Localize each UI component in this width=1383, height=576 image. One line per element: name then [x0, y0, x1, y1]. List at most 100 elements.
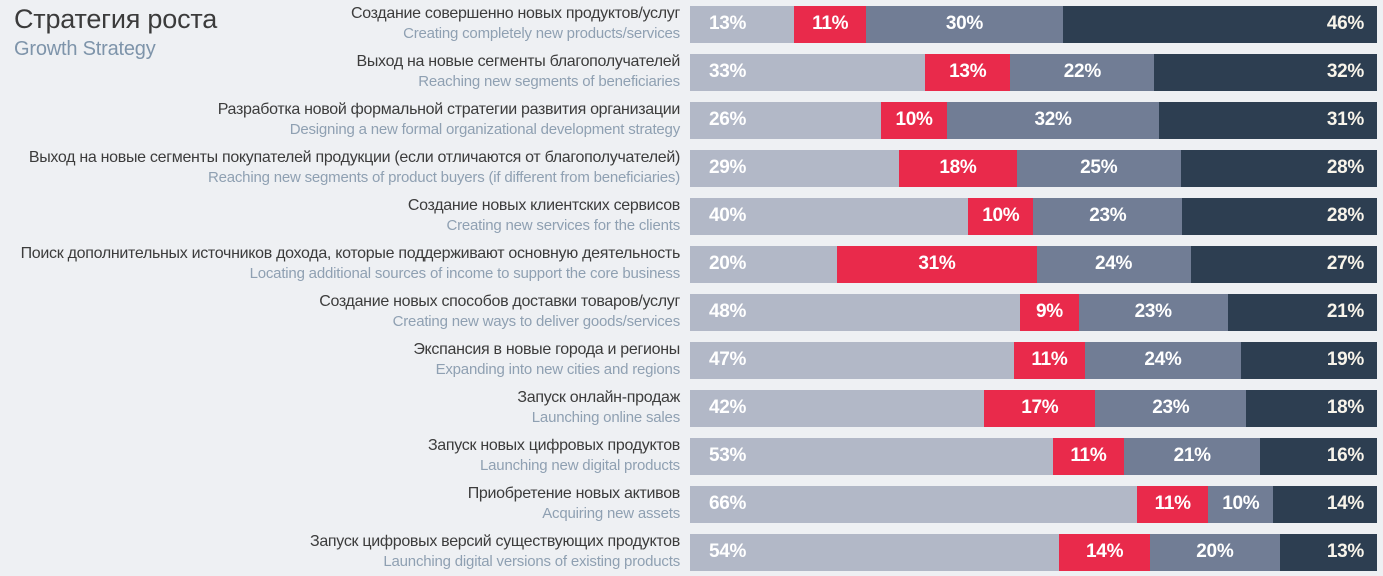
row-label-en: Acquiring new assets — [542, 505, 680, 522]
bar-segment: 48% — [690, 293, 1021, 331]
segment-value-label: 32% — [1326, 61, 1364, 82]
chart-row: Выход на новые сегменты покупателей прод… — [0, 144, 1383, 192]
segment-value-label: 23% — [1152, 397, 1190, 418]
bar-segment: 31% — [837, 245, 1037, 283]
segment-value-label: 18% — [939, 157, 977, 178]
bar-segment: 10% — [881, 101, 948, 139]
bar-segment: 23% — [1033, 197, 1183, 235]
segment-value-label: 31% — [1326, 109, 1364, 130]
bar-area: 47% 11% 24% 19% — [690, 336, 1377, 384]
segment-value-label: 27% — [1326, 253, 1364, 274]
segment-value-label: 53% — [709, 445, 747, 466]
bar-segment: 11% — [1052, 437, 1125, 475]
bar-segment: 10% — [1208, 485, 1274, 523]
bar-segment: 20% — [690, 245, 838, 283]
row-label-en: Launching online sales — [531, 409, 680, 426]
row-labels: Создание новых клиентских сервисов Creati… — [0, 195, 690, 237]
row-labels: Выход на новые сегменты благополучателей… — [0, 51, 690, 93]
bar-segment: 25% — [1016, 149, 1181, 187]
bar-segment: 26% — [690, 101, 882, 139]
row-label-en: Reaching new segments of product buyers … — [207, 169, 680, 186]
bar-segment: 19% — [1240, 341, 1377, 379]
bar-segment: 17% — [984, 389, 1096, 427]
bar-segment: 13% — [925, 53, 1011, 91]
chart-row: Экспансия в новые города и регионы Expand… — [0, 336, 1383, 384]
row-label-ru: Запуск цифровых версий существующих прод… — [309, 533, 680, 550]
segment-value-label: 14% — [1326, 493, 1364, 514]
segment-value-label: 20% — [709, 253, 747, 274]
segment-value-label: 48% — [709, 301, 747, 322]
bar-segment: 32% — [1154, 53, 1377, 91]
segment-value-label: 21% — [1173, 445, 1211, 466]
chart-row: Поиск дополнительных источников дохода, … — [0, 240, 1383, 288]
row-label-ru: Создание совершенно новых продуктов/услу… — [350, 5, 680, 22]
segment-value-label: 26% — [709, 109, 747, 130]
bar-area: 40% 10% 23% 28% — [690, 192, 1377, 240]
segment-value-label: 42% — [709, 397, 747, 418]
stacked-bar: 66% 11% 10% 14% — [690, 485, 1377, 523]
segment-value-label: 29% — [709, 157, 747, 178]
segment-value-label: 19% — [1326, 349, 1364, 370]
chart-row: Создание совершенно новых продуктов/услу… — [0, 0, 1383, 48]
stacked-bar: 42% 17% 23% 18% — [690, 389, 1377, 427]
bar-segment: 16% — [1260, 437, 1378, 475]
bar-segment: 54% — [690, 533, 1060, 571]
page-subtitle: Growth Strategy — [14, 38, 156, 60]
chart-header: Стратегия роста Growth Strategy — [14, 4, 217, 61]
stacked-bar: 29% 18% 25% 28% — [690, 149, 1378, 187]
row-label-en: Locating additional sources of income to… — [249, 265, 681, 282]
bar-area: 26% 10% 32% 31% — [690, 96, 1377, 144]
segment-value-label: 11% — [812, 13, 849, 34]
segment-value-label: 11% — [1154, 493, 1191, 514]
bar-segment: 11% — [794, 5, 867, 43]
row-label-ru: Выход на новые сегменты покупателей прод… — [28, 149, 680, 166]
segment-value-label: 13% — [709, 13, 747, 34]
bar-segment: 28% — [1182, 197, 1377, 235]
bar-segment: 9% — [1020, 293, 1079, 331]
stacked-bar: 47% 11% 24% 19% — [690, 341, 1377, 379]
segment-value-label: 11% — [1070, 445, 1107, 466]
segment-value-label: 28% — [1326, 205, 1364, 226]
row-label-en: Reaching new segments of beneficiaries — [418, 73, 680, 90]
row-label-en: Creating new ways to deliver goods/servi… — [392, 313, 681, 330]
segment-value-label: 46% — [1326, 13, 1364, 34]
segment-value-label: 13% — [949, 61, 987, 82]
chart-row: Запуск новых цифровых продуктов Launching… — [0, 432, 1383, 480]
bar-segment: 47% — [690, 341, 1014, 379]
row-label-ru: Создание новых способов доставки товаров… — [319, 293, 680, 310]
segment-value-label: 20% — [1196, 541, 1234, 562]
row-labels: Создание совершенно новых продуктов/услу… — [0, 3, 690, 45]
segment-value-label: 18% — [1326, 397, 1364, 418]
bar-area: 42% 17% 23% 18% — [690, 384, 1377, 432]
bar-area: 20% 31% 24% 27% — [690, 240, 1377, 288]
stacked-bar: 53% 11% 21% 16% — [690, 437, 1378, 475]
segment-value-label: 10% — [895, 109, 933, 130]
row-labels: Разработка новой формальной стратегии ра… — [0, 99, 690, 141]
stacked-bar: 40% 10% 23% 28% — [690, 197, 1377, 235]
bar-segment: 24% — [1085, 341, 1241, 379]
bar-segment: 31% — [1158, 101, 1377, 139]
segment-value-label: 11% — [1031, 349, 1068, 370]
stacked-bar: 54% 14% 20% 13% — [690, 533, 1378, 571]
bar-segment: 23% — [1078, 293, 1228, 331]
segment-value-label: 47% — [709, 349, 747, 370]
bar-area: 48% 9% 23% 21% — [690, 288, 1377, 336]
bar-segment: 23% — [1095, 389, 1247, 427]
segment-value-label: 66% — [709, 493, 747, 514]
row-labels: Запуск цифровых версий существующих прод… — [0, 531, 690, 573]
bar-segment: 22% — [1010, 53, 1155, 91]
row-label-ru: Разработка новой формальной стратегии ра… — [217, 101, 681, 118]
bar-segment: 20% — [1150, 533, 1280, 571]
row-label-en: Expanding into new cities and regions — [435, 361, 681, 378]
bar-segment: 13% — [690, 5, 795, 43]
bar-segment: 46% — [1062, 5, 1377, 43]
segment-value-label: 13% — [1326, 541, 1365, 562]
row-label-ru: Поиск дополнительных источников дохода, … — [20, 245, 681, 262]
row-label-en: Creating completely new products/service… — [403, 25, 680, 42]
row-label-en: Launching digital versions of existing p… — [383, 553, 680, 570]
chart-row: Приобретение новых активов Acquiring new … — [0, 480, 1383, 528]
bar-segment: 11% — [1137, 485, 1209, 523]
row-labels: Запуск онлайн-продаж Launching online sal… — [0, 387, 690, 429]
row-label-ru: Создание новых клиентских сервисов — [407, 197, 680, 214]
